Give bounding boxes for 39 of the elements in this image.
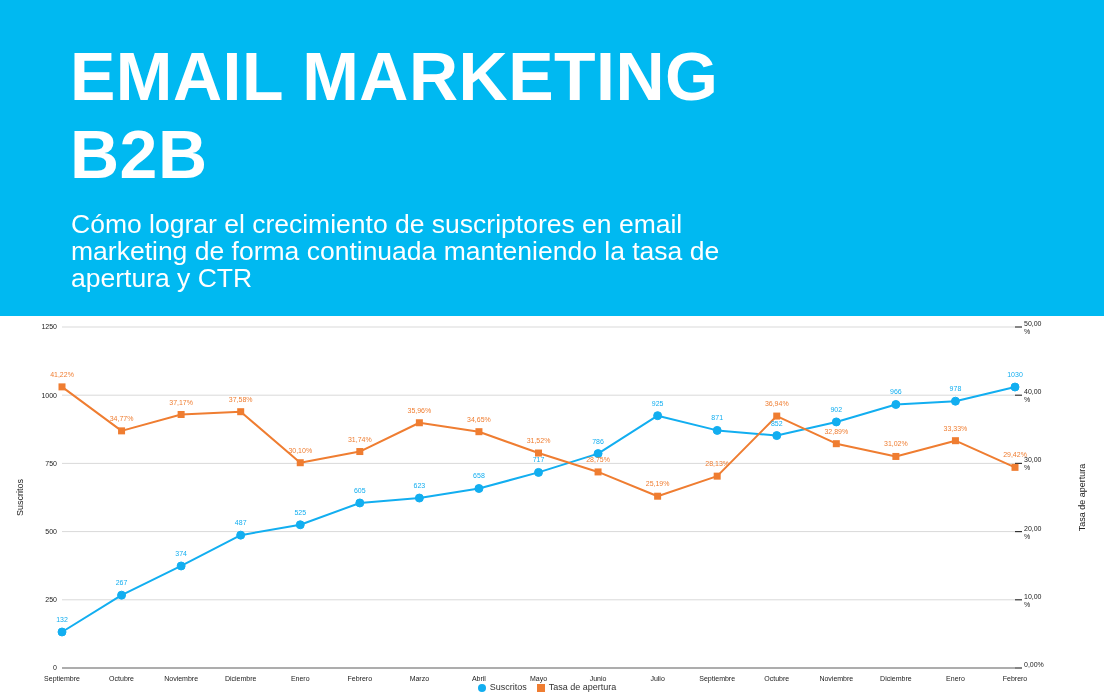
- point: [654, 492, 662, 500]
- y-axis-title: Suscritos: [15, 478, 26, 517]
- point: [772, 431, 782, 441]
- point: [1011, 463, 1019, 471]
- point: [951, 437, 959, 445]
- point: [415, 419, 423, 427]
- point: [832, 440, 840, 448]
- point: [414, 493, 424, 503]
- point: [594, 468, 602, 476]
- point: [653, 411, 663, 421]
- legend-label: Suscritos: [489, 682, 527, 692]
- point: [237, 408, 245, 416]
- point: [118, 427, 126, 435]
- point: [117, 590, 127, 600]
- point: [176, 561, 186, 571]
- point: [58, 383, 66, 391]
- point: [534, 467, 543, 477]
- chart-subtitle: Cómo lograr el crecimiento de suscriptores en email marketing de forma continuada manteniendo la tasa de apertura y CTR: [71, 209, 721, 293]
- chart-title: EMAIL MARKETING B2B: [70, 37, 720, 193]
- point: [474, 484, 484, 493]
- y2-axis-title: Tasa de apertura: [1077, 463, 1088, 532]
- point: [236, 530, 246, 540]
- point: [831, 417, 841, 427]
- point: [713, 472, 721, 480]
- point: [712, 425, 722, 435]
- point: [356, 448, 364, 456]
- point: [535, 449, 542, 457]
- point: [1010, 382, 1020, 392]
- point: [891, 399, 901, 409]
- point: [57, 627, 67, 637]
- point: [475, 428, 483, 436]
- point: [295, 520, 305, 530]
- legend-label: Tasa de apertura: [548, 682, 617, 692]
- point: [177, 411, 185, 418]
- point: [892, 452, 900, 460]
- point: [773, 412, 781, 420]
- point: [296, 459, 304, 467]
- point: [950, 396, 960, 406]
- point: [355, 498, 365, 508]
